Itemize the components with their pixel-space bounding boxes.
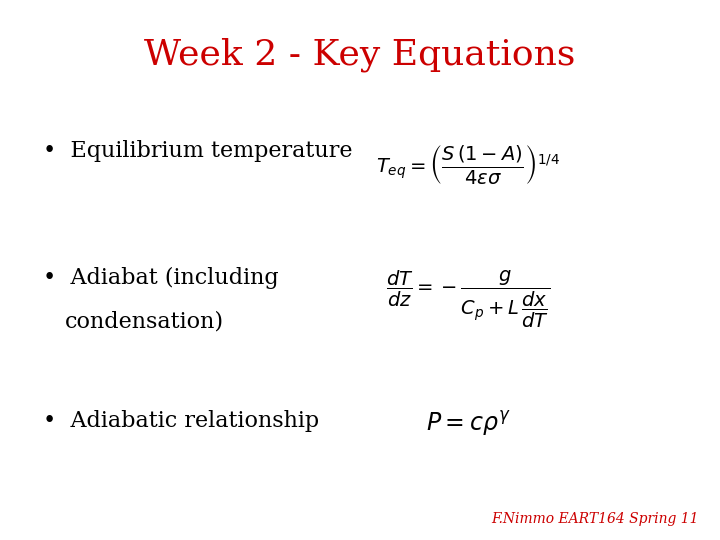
Text: $P = c\rho^{\gamma}$: $P = c\rho^{\gamma}$	[426, 409, 510, 438]
Text: F.Nimmo EART164 Spring 11: F.Nimmo EART164 Spring 11	[491, 512, 698, 526]
Text: $\dfrac{dT}{dz} = -\dfrac{g}{C_p + L\,\dfrac{dx}{dT}}$: $\dfrac{dT}{dz} = -\dfrac{g}{C_p + L\,\d…	[386, 269, 550, 330]
Text: Week 2 - Key Equations: Week 2 - Key Equations	[144, 38, 576, 72]
Text: $T_{eq} = \left(\dfrac{S\,(1-A)}{4\varepsilon\sigma}\right)^{1/4}$: $T_{eq} = \left(\dfrac{S\,(1-A)}{4\varep…	[376, 143, 560, 186]
Text: •  Adiabatic relationship: • Adiabatic relationship	[43, 410, 320, 432]
Text: •  Adiabat (including: • Adiabat (including	[43, 267, 279, 289]
Text: •  Equilibrium temperature: • Equilibrium temperature	[43, 140, 353, 162]
Text: condensation): condensation)	[65, 310, 224, 332]
